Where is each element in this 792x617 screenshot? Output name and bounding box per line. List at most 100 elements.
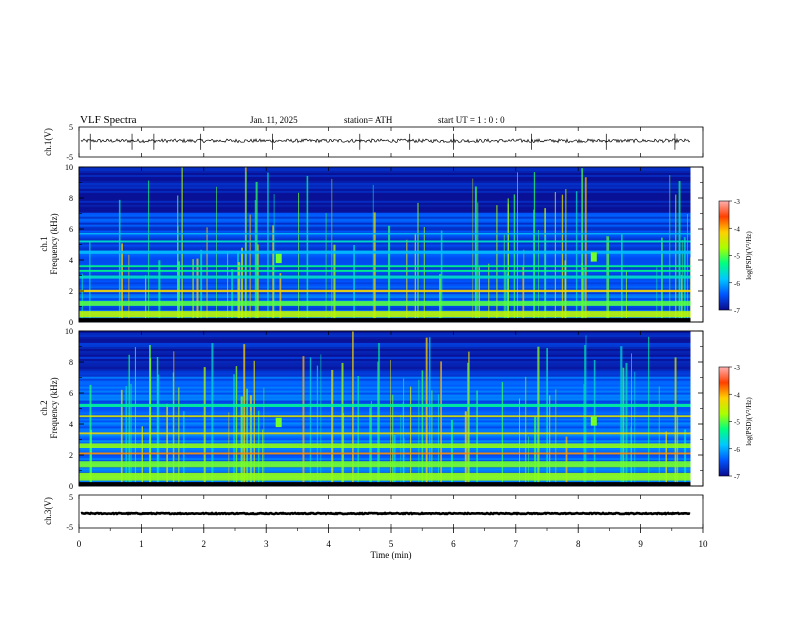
spectrogram-row [79, 420, 691, 423]
spectrogram-row [79, 430, 691, 433]
spectrogram-blank [690, 167, 703, 322]
spectrogram-band [79, 452, 691, 455]
figure-station: station= ATH [344, 115, 393, 125]
ch3-waveform-frame [78, 494, 704, 529]
spectrogram-sferic [390, 359, 391, 486]
spectrogram-row [79, 248, 691, 251]
spectrogram-row [79, 358, 691, 362]
spectrogram-sferic [341, 362, 344, 486]
spectrogram-row [79, 374, 691, 378]
spectrogram-row [79, 350, 691, 354]
spectrogram-row [79, 398, 691, 401]
spectrogram-sferic [128, 354, 130, 486]
spectrogram-sferic [263, 387, 265, 486]
spectrogram-sferic [554, 192, 556, 322]
spectrogram-row [79, 332, 691, 336]
figure-date: Jan. 11, 2025 [250, 115, 298, 125]
spectrogram-sferic [130, 383, 132, 486]
spectrogram-row [79, 396, 691, 399]
spectrogram-row [79, 296, 691, 299]
spectrogram-row [79, 390, 691, 393]
spectrogram-row [79, 292, 691, 295]
spectrogram-sferic [172, 372, 175, 486]
spectrogram-sferic [519, 398, 520, 486]
spectrogram-row [79, 186, 691, 190]
spectrogram-sferic [156, 357, 159, 486]
spectrogram-row [79, 236, 691, 239]
spectrogram-burst [275, 253, 282, 264]
spectrogram-sferic [523, 249, 525, 322]
spectrogram-row [79, 208, 691, 212]
spectrogram-sferic [244, 167, 247, 322]
spectrogram-row [79, 174, 691, 178]
spectrogram-sferic [684, 429, 687, 486]
spectrogram-sferic [677, 415, 679, 486]
spectrogram-sferic [320, 354, 322, 486]
spectrogram-row [79, 198, 691, 202]
spectrogram-row [79, 336, 691, 340]
spectrogram-sferic [477, 202, 479, 322]
spectrogram-sferic [178, 387, 180, 486]
spectrogram-sferic [203, 367, 206, 486]
spectrogram-row [79, 424, 691, 427]
spectrogram-row [79, 220, 691, 223]
spectrogram-row [79, 204, 691, 208]
spectrogram-band [79, 432, 691, 435]
spectrogram-sferic [331, 178, 333, 322]
spectrogram-sferic [625, 362, 628, 486]
spectrogram-row [79, 182, 691, 186]
spectrogram-band [79, 250, 691, 254]
spectrogram-row [79, 202, 691, 206]
spectrogram-row [79, 382, 691, 385]
spectrogram-row [79, 402, 691, 405]
spectrogram-row [79, 200, 691, 204]
ch2-spectrogram-panel: 0 2 4 6 8 10 ch.2 Frequency (kHz) [39, 327, 704, 491]
spectrogram-sferic [504, 271, 507, 322]
spectrogram-sferic [118, 199, 121, 322]
spectrogram-row [79, 426, 691, 429]
spectrogram-sferic [634, 371, 636, 486]
spectrogram-row [79, 170, 691, 174]
spectrogram-sferic [533, 172, 536, 322]
spectrogram-row [79, 400, 691, 403]
colorbar-gradient [718, 366, 730, 477]
spectrogram-lowfreq-line [79, 318, 691, 322]
spectrogram-sferic [228, 412, 230, 486]
spectrogram-row [79, 172, 691, 176]
spectrogram-sferic [141, 426, 143, 486]
spectrogram-row [79, 422, 691, 425]
spectrogram-band [79, 472, 691, 481]
spectrogram-row [79, 246, 691, 249]
spectrogram-sferic [249, 214, 251, 322]
spectrogram-sferic [353, 245, 355, 322]
colorbar-tick-label: -3 [734, 198, 740, 206]
spectrogram-row [79, 331, 691, 334]
spectrogram-row [79, 278, 691, 281]
ch1-spectrogram-ylabel-frequency: Frequency (kHz) [49, 213, 59, 274]
spectrogram-row [79, 366, 691, 370]
spectrogram-row [79, 384, 691, 387]
ytick-label: 10 [65, 327, 73, 336]
spectrogram-sferic [333, 244, 336, 322]
spectrogram-row [79, 428, 691, 431]
spectrogram-row [79, 288, 691, 291]
spectrogram-sferic [622, 367, 625, 486]
colorbar-label: log(PSD)(V²/Hz) [745, 231, 753, 280]
spectrogram-row [79, 348, 691, 352]
spectrogram-sferic [661, 237, 663, 322]
spectrogram-sferic [464, 411, 467, 486]
spectrogram-row [79, 222, 691, 225]
spectrogram-sferic [669, 175, 671, 322]
spectrogram-sferic [316, 365, 319, 486]
spectrogram-row [79, 192, 691, 196]
spectrogram-sferic [302, 356, 305, 486]
spectrogram-sferic [467, 362, 469, 486]
spectrogram-row [79, 340, 691, 344]
spectrogram-row [79, 280, 691, 283]
spectrogram-sferic [474, 186, 477, 322]
spectrogram-row [79, 378, 691, 381]
spectrogram-row [79, 268, 691, 271]
spectrogram-sferic [525, 376, 527, 486]
spectrogram-row [79, 210, 691, 214]
spectrogram-sferic [575, 191, 578, 322]
